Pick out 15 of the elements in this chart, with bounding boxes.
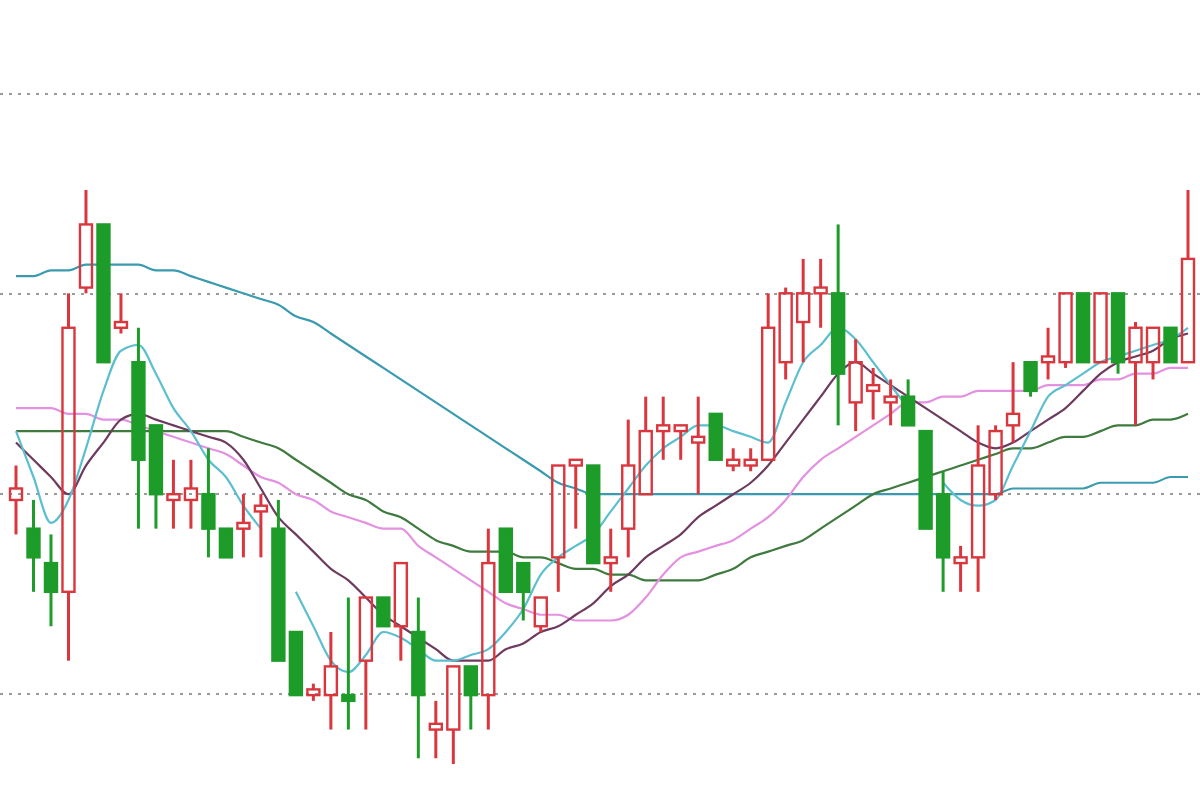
candlestick bbox=[43, 532, 59, 628]
candlestick bbox=[621, 418, 636, 559]
candlestick bbox=[1005, 360, 1021, 445]
candlestick bbox=[236, 492, 251, 559]
candlestick bbox=[481, 527, 496, 732]
candlestick bbox=[603, 527, 618, 594]
candlestick bbox=[830, 222, 846, 427]
candlestick bbox=[61, 291, 76, 663]
candlestick bbox=[26, 498, 41, 594]
candlestick bbox=[411, 596, 426, 760]
candlestick bbox=[883, 377, 898, 427]
candlestick bbox=[253, 492, 269, 559]
candlestick bbox=[341, 596, 356, 732]
candlestick bbox=[8, 464, 24, 536]
candlestick bbox=[691, 395, 706, 496]
